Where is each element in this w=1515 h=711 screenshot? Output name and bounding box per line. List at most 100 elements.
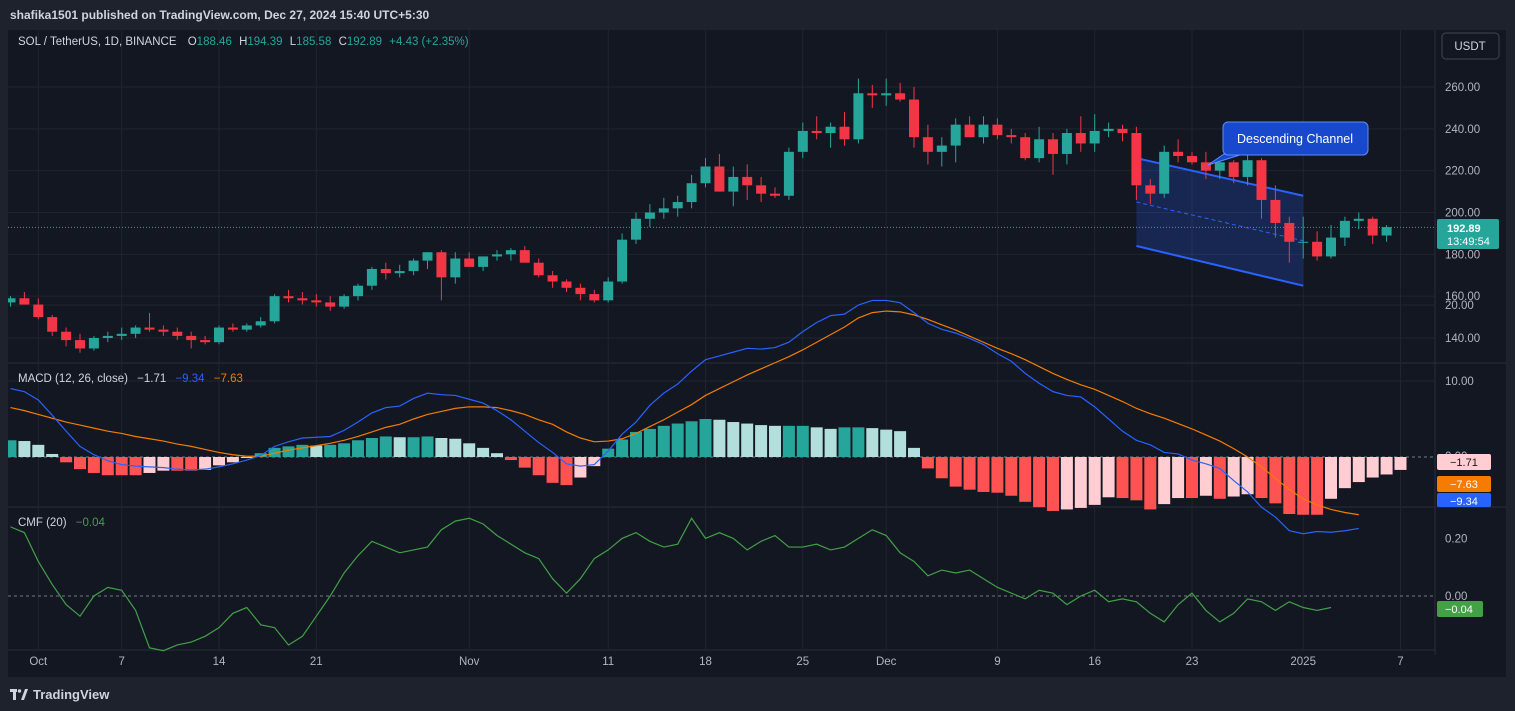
candle-body bbox=[1312, 241, 1323, 257]
macd-histogram-bar bbox=[171, 457, 184, 471]
last-price-value: 192.89 bbox=[1447, 223, 1481, 235]
candle-body bbox=[283, 296, 294, 299]
macd-histogram-bar bbox=[226, 457, 239, 463]
candle-body bbox=[144, 327, 155, 330]
candle-body bbox=[158, 329, 169, 332]
candle-body bbox=[1020, 137, 1031, 159]
macd-histogram-bar bbox=[421, 436, 434, 457]
candle-body bbox=[867, 93, 878, 96]
time-tick-label: 11 bbox=[602, 656, 614, 668]
time-tick-label: Dec bbox=[876, 656, 897, 668]
macd-histogram-bar bbox=[1269, 457, 1282, 504]
macd-histogram-bar bbox=[977, 457, 990, 492]
macd-histogram-bar bbox=[46, 453, 59, 457]
macd-histogram-bar bbox=[616, 439, 629, 457]
candle-body bbox=[47, 317, 58, 332]
macd-histogram-bar bbox=[4, 440, 17, 457]
candle-body bbox=[1117, 128, 1128, 134]
macd-histogram-bar bbox=[935, 457, 948, 479]
macd-histogram-bar bbox=[518, 457, 531, 468]
macd-line bbox=[10, 299, 1359, 535]
macd-value-badges: −1.71 −7.63 −9.34 bbox=[1437, 454, 1491, 508]
candle-body bbox=[1187, 156, 1197, 163]
time-tick-label: 7 bbox=[1397, 656, 1403, 668]
currency-button[interactable]: USDT bbox=[1441, 32, 1500, 60]
macd-histogram-bar bbox=[185, 457, 198, 471]
candle-body bbox=[408, 260, 419, 272]
macd-histogram-bar bbox=[1199, 457, 1212, 496]
macd-histogram-bar bbox=[1186, 457, 1198, 499]
candle-body bbox=[561, 281, 572, 288]
candle-body bbox=[227, 327, 238, 330]
candle-body bbox=[311, 300, 322, 303]
candle-body bbox=[644, 212, 655, 219]
price-axis[interactable]: 140.00 160.00 180.00 200.00 220.00 240.00 260.… bbox=[1445, 82, 1480, 603]
time-tick-label: 14 bbox=[213, 656, 226, 668]
macd-histogram-bar bbox=[671, 423, 684, 457]
macd-histogram-bar bbox=[324, 444, 337, 457]
candle-body bbox=[519, 250, 530, 263]
macd-histogram-bar bbox=[1380, 457, 1393, 475]
candle-body bbox=[1145, 185, 1156, 194]
candle-body bbox=[742, 176, 753, 186]
candle-body bbox=[700, 166, 711, 184]
macd-histogram-bar bbox=[630, 431, 642, 457]
macd-histogram-bar bbox=[282, 446, 295, 457]
macd-histogram-bar bbox=[1227, 457, 1240, 497]
macd-histogram-bar bbox=[491, 453, 503, 457]
tradingview-logo-icon bbox=[10, 688, 28, 700]
macd-histogram-bar bbox=[449, 438, 462, 457]
macd-histogram-bar bbox=[379, 436, 392, 457]
svg-text:SOL / TetherUS, 1D, BINANCE: SOL / TetherUS, 1D, BINANCE O188.46 H194… bbox=[18, 36, 469, 48]
macd-histogram-bar bbox=[1074, 457, 1087, 508]
macd-histogram-bar bbox=[1158, 457, 1171, 505]
candle-body bbox=[1242, 160, 1253, 177]
candle-body bbox=[714, 166, 725, 192]
time-tick-label: 18 bbox=[699, 656, 712, 668]
macd-histogram-bar bbox=[60, 457, 73, 463]
macd-title: MACD (12, 26, close) bbox=[18, 373, 128, 385]
time-tick-label: 23 bbox=[1186, 656, 1199, 668]
chart-canvas[interactable]: 140.00160.00180.00200.00220.00240.00260.… bbox=[4, 30, 1506, 677]
candle-body bbox=[1214, 162, 1225, 171]
low-value: 185.58 bbox=[296, 36, 331, 48]
time-tick-label: 7 bbox=[118, 656, 124, 668]
candle-body bbox=[1075, 133, 1086, 144]
macd-histogram-bar bbox=[657, 425, 670, 457]
candle-body bbox=[102, 335, 113, 338]
candle-body bbox=[1353, 218, 1364, 221]
candle-body bbox=[380, 268, 391, 274]
descending-channel-callout[interactable]: Descending Channel bbox=[1207, 121, 1369, 166]
candle-body bbox=[533, 262, 544, 276]
macd-histogram-bar bbox=[1019, 457, 1032, 502]
macd-histogram-bar bbox=[1283, 457, 1296, 514]
macd-histogram-bar bbox=[866, 428, 879, 457]
time-axis[interactable]: Oct 7 14 21 Nov 11 18 25 Dec 9 16 23 2025 7 bbox=[29, 656, 1403, 668]
macd-histogram-bar bbox=[643, 428, 656, 457]
svg-text:MACD (12, 26, close) −: MACD (12, 26, close) −1.71 −9.34 −7.63 bbox=[18, 373, 243, 385]
macd-histogram-bar bbox=[1033, 457, 1046, 508]
candle-body bbox=[255, 321, 266, 326]
macd-histogram-bar bbox=[1088, 457, 1101, 505]
tradingview-brand[interactable]: TradingView bbox=[10, 687, 109, 702]
price-tick-label: 180.00 bbox=[1445, 249, 1480, 261]
candle-body bbox=[825, 126, 836, 134]
macd-histogram-bar bbox=[991, 457, 1004, 493]
macd-histogram-bar bbox=[115, 457, 128, 476]
candle-body bbox=[394, 271, 405, 274]
macd-histogram-bar bbox=[32, 444, 45, 457]
macd-histogram-bar bbox=[213, 457, 225, 466]
macd-legend-signal: −7.63 bbox=[214, 373, 243, 385]
candle-body bbox=[658, 208, 669, 213]
macd-histogram-bar bbox=[1297, 457, 1310, 515]
candle-body bbox=[589, 294, 600, 301]
macd-histogram-bar bbox=[268, 447, 281, 457]
macd-histogram-bar bbox=[1366, 457, 1379, 478]
countdown-value: 13:49:54 bbox=[1447, 236, 1490, 248]
macd-histogram-bar bbox=[504, 457, 517, 461]
candle-body bbox=[478, 256, 489, 267]
macd-legend-macd: −9.34 bbox=[175, 373, 205, 385]
candle-body bbox=[686, 183, 697, 203]
macd-histogram-bar bbox=[796, 425, 809, 457]
macd-layer bbox=[4, 299, 1407, 535]
